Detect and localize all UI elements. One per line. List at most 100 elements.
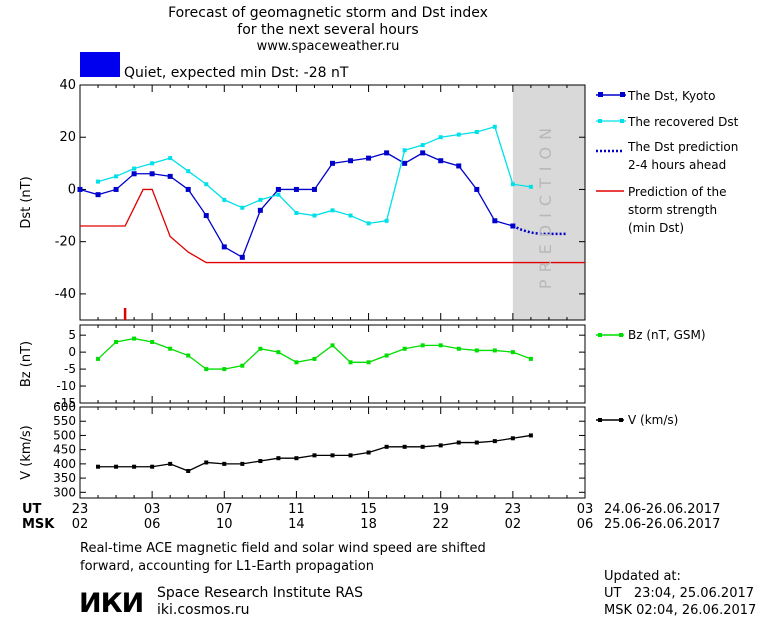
data-point-dst-0	[167, 173, 173, 179]
chart-title-url: www.spaceweather.ru	[257, 39, 400, 54]
legend-storm-label-2: storm strength	[628, 203, 717, 217]
series-line-bz-0	[97, 337, 532, 370]
y-tick-label-dst: -40	[55, 287, 76, 302]
data-point-bz-0	[258, 346, 263, 351]
data-point-v-0	[348, 453, 353, 458]
ut-tick-label: 23	[505, 502, 522, 517]
updated-msk: MSK 02:04, 26.06.2017	[604, 603, 756, 618]
legend-prediction-label-1: The Dst prediction	[627, 140, 738, 154]
data-point-dst-1	[366, 221, 371, 226]
data-point-dst-0	[95, 192, 101, 198]
data-point-v-0	[132, 464, 137, 469]
data-point-bz-0	[204, 367, 209, 372]
msk-tick-label: 14	[288, 517, 305, 532]
data-point-v-0	[204, 460, 209, 465]
institute-site: iki.cosmos.ru	[157, 602, 249, 618]
legend-bz-label: Bz (nT, GSM)	[628, 328, 706, 342]
data-point-dst-0	[239, 254, 245, 260]
data-point-dst-1	[528, 184, 533, 189]
chart-title-line-2: for the next several hours	[237, 22, 418, 38]
status-text: Quiet, expected min Dst: -28 nT	[124, 65, 349, 81]
data-point-v-0	[528, 433, 533, 438]
data-point-dst-0	[203, 213, 209, 219]
data-point-dst-1	[348, 213, 353, 218]
data-point-v-0	[492, 439, 497, 444]
legend-bz-marker	[619, 333, 623, 337]
data-point-dst-1	[276, 192, 281, 197]
data-point-dst-0	[113, 186, 119, 192]
data-point-bz-0	[240, 363, 245, 368]
data-point-bz-0	[510, 350, 515, 355]
ut-tick-label: 07	[216, 502, 233, 517]
ut-tick-label: 03	[144, 502, 161, 517]
chart-title-line-1: Forecast of geomagnetic storm and Dst in…	[168, 5, 488, 21]
y-tick-label-v: 300	[53, 485, 76, 499]
data-point-v-0	[438, 443, 443, 448]
data-point-dst-0	[275, 186, 281, 192]
data-point-bz-0	[276, 350, 281, 355]
data-point-dst-1	[150, 161, 155, 166]
data-point-dst-1	[222, 197, 227, 202]
legend-dst-kyoto-marker	[620, 92, 625, 97]
ut-tick-label: 23	[72, 502, 89, 517]
legend-storm-label-1: Prediction of the	[628, 185, 727, 199]
data-point-dst-0	[348, 158, 354, 164]
y-tick-label-v: 600	[53, 400, 76, 414]
ut-date-range: 24.06-26.06.2017	[604, 502, 720, 517]
y-tick-label-bz: -5	[64, 362, 76, 376]
y-tick-label-bz: 0	[68, 345, 76, 359]
data-point-bz-0	[420, 343, 425, 348]
y-tick-label-bz: -15	[56, 396, 76, 410]
data-point-dst-0	[402, 160, 408, 166]
data-point-dst-1	[420, 143, 425, 148]
data-point-dst-1	[402, 148, 407, 153]
data-point-dst-1	[294, 210, 299, 215]
series-line-dst-0	[79, 152, 514, 259]
data-point-bz-0	[294, 360, 299, 365]
data-point-dst-1	[168, 156, 173, 161]
data-point-bz-0	[474, 348, 479, 353]
data-point-bz-0	[438, 343, 443, 348]
legend-storm-label-3: (min Dst)	[628, 221, 684, 235]
data-point-dst-0	[311, 186, 317, 192]
institute-name: Space Research Institute RAS	[157, 585, 363, 601]
legend-dst-kyoto-label: The Dst, Kyoto	[627, 89, 715, 103]
data-point-bz-0	[312, 356, 317, 361]
data-point-bz-0	[384, 353, 389, 358]
ut-tick-label: 11	[288, 502, 305, 517]
data-point-v-0	[294, 456, 299, 461]
msk-tick-label: 02	[72, 517, 89, 532]
data-point-v-0	[150, 464, 155, 469]
panel-frame-bz	[79, 324, 586, 404]
data-point-v-0	[258, 459, 263, 464]
msk-axis-label: MSK	[22, 517, 55, 532]
data-point-v-0	[330, 453, 335, 458]
data-point-dst-1	[258, 197, 263, 202]
data-point-dst-1	[456, 132, 461, 137]
data-point-bz-0	[330, 343, 335, 348]
data-point-bz-0	[186, 353, 191, 358]
data-point-v-0	[114, 464, 119, 469]
data-point-dst-1	[438, 135, 443, 140]
data-point-dst-0	[384, 150, 390, 156]
data-point-dst-0	[366, 155, 372, 161]
y-tick-label-v: 400	[53, 457, 76, 471]
msk-tick-label: 06	[144, 517, 161, 532]
legend-prediction-label-2: 2-4 hours ahead	[628, 158, 726, 172]
data-point-v-0	[240, 461, 245, 466]
data-point-bz-0	[96, 356, 101, 361]
prediction-region	[512, 85, 585, 320]
data-point-dst-0	[438, 158, 444, 164]
data-point-dst-1	[132, 166, 137, 171]
data-point-dst-0	[420, 150, 426, 156]
data-point-v-0	[186, 468, 191, 473]
y-tick-label-dst: 40	[59, 78, 76, 93]
data-point-bz-0	[492, 348, 497, 353]
data-point-dst-1	[96, 179, 101, 184]
data-point-dst-1	[474, 130, 479, 134]
y-tick-label-dst: 20	[59, 130, 76, 145]
msk-date-range: 25.06-26.06.2017	[604, 517, 720, 532]
data-point-dst-0	[131, 171, 137, 177]
y-tick-label-v: 550	[53, 414, 76, 428]
legend-recovered-marker	[620, 119, 624, 123]
